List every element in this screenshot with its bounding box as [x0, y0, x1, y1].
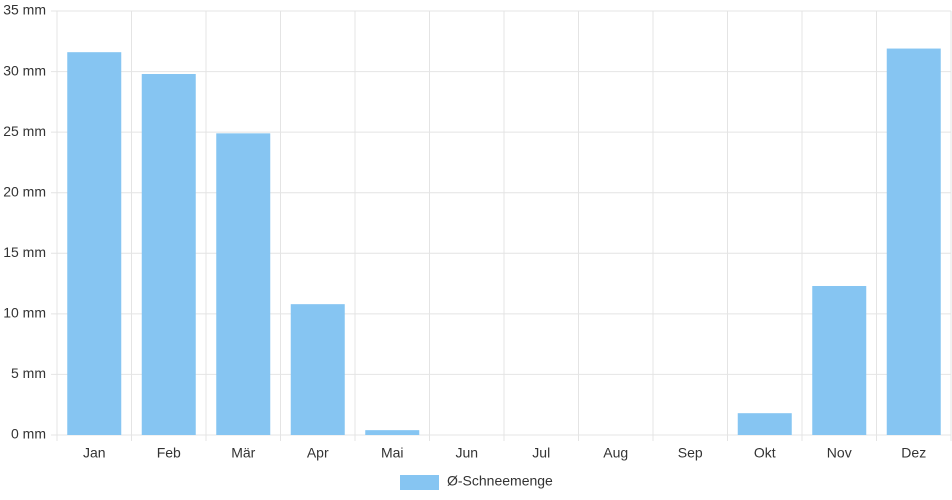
y-tick-label: 35 mm [3, 2, 46, 18]
y-tick-label: 20 mm [3, 183, 46, 199]
bar [886, 48, 941, 435]
x-tick-label: Jan [83, 445, 106, 461]
x-tick-label: Nov [827, 445, 852, 461]
bar [141, 73, 196, 435]
legend-label: Ø-Schneemenge [447, 473, 553, 489]
x-tick-label: Jun [455, 445, 478, 461]
y-tick-label: 0 mm [11, 426, 46, 442]
y-tick-label: 5 mm [11, 365, 46, 381]
x-tick-label: Jul [532, 445, 550, 461]
x-tick-label: Aug [603, 445, 628, 461]
bar [216, 133, 271, 435]
x-tick-label: Apr [307, 445, 329, 461]
x-tick-label: Mär [231, 445, 255, 461]
y-tick-label: 15 mm [3, 244, 46, 260]
bar [365, 430, 420, 435]
y-tick-label: 10 mm [3, 305, 46, 321]
bar [290, 304, 345, 435]
y-tick-label: 25 mm [3, 123, 46, 139]
bar [67, 52, 122, 436]
x-tick-label: Sep [678, 445, 703, 461]
legend-swatch [400, 475, 439, 490]
y-tick-label: 30 mm [3, 62, 46, 78]
x-tick-label: Okt [754, 445, 776, 461]
bar [737, 413, 792, 435]
x-tick-label: Mai [381, 445, 404, 461]
bar [812, 285, 867, 435]
x-tick-label: Feb [157, 445, 181, 461]
x-tick-label: Dez [901, 445, 926, 461]
